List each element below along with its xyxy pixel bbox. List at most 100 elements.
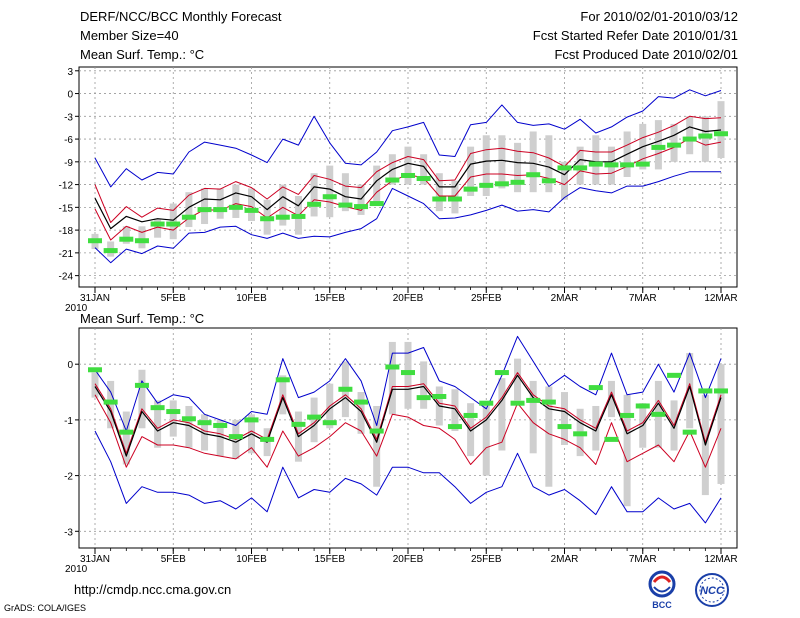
observed-marker [667,142,682,148]
ensemble-box [420,361,428,409]
ensemble-box [607,380,615,418]
observed-marker [150,221,165,227]
x-tick-label: 7MAR [629,554,657,565]
observed-marker [119,236,134,242]
ensemble-box [201,188,209,225]
observed-marker [541,399,556,405]
observed-marker [338,386,353,392]
series-min-line [94,430,722,524]
x-tick-label: 10FEB [236,293,267,304]
ensemble-box [91,372,99,398]
ensemble-box [420,154,428,185]
observed-marker [714,388,728,394]
observed-marker [635,403,650,409]
ensemble-box [201,414,209,451]
observed-marker [416,395,431,401]
ensemble-box [169,203,177,240]
series-mean-line [94,374,722,457]
series-max-line [94,335,722,432]
ensemble-box [529,380,537,454]
ensemble-box [451,389,459,432]
observed-marker [134,382,149,388]
observed-marker [228,434,243,440]
observed-marker [244,417,259,423]
observed-marker [260,216,275,222]
ensemble-box [310,173,318,217]
ensemble-box [357,392,365,434]
chart-title: DERF/NCC/BCC Monthly Forecast [80,9,282,24]
observed-marker [338,202,353,208]
y-tick-label: -15 [59,203,74,214]
grads-credit: GrADS: COLA/IGES [4,603,87,613]
forecast-produced-date: Fcst Produced Date 2010/02/01 [554,47,738,62]
observed-marker [369,428,384,434]
x-year-label: 2010 [65,303,88,314]
ensemble-box [388,341,396,415]
ensemble-box [514,358,522,401]
x-tick-label: 15FEB [314,554,345,565]
observed-marker [197,420,212,426]
observed-marker [588,385,603,391]
x-tick-label: 10FEB [236,554,267,565]
ncc-logo-text: NCC [700,585,725,597]
x-tick-label: 31JAN [80,554,110,565]
ensemble-box [169,400,177,437]
observed-marker [88,238,102,244]
x-tick-label: 20FEB [393,293,424,304]
observed-marker [197,207,212,213]
variable-label: Mean Surf. Temp.: °C [80,47,205,62]
observed-marker [604,162,619,168]
observed-marker [620,162,635,168]
y-tick-label: -2 [64,472,73,483]
ensemble-box [232,184,240,218]
y-tick-label: 3 [67,67,73,78]
y-tick-label: -21 [59,249,74,260]
series-mean-line [94,126,722,230]
x-tick-label: 25FEB [471,293,502,304]
panel-title-temperature: Mean Surf. Temp.: °C [80,311,204,326]
observed-marker [354,399,369,405]
x-tick-label: 2MAR [551,554,579,565]
observed-marker [181,214,196,220]
x-tick-label: 12MAR [704,554,737,565]
ensemble-box [185,192,193,228]
observed-marker [541,178,556,184]
ensemble-box [498,135,506,189]
forecast-period: For 2010/02/01-2010/03/12 [580,9,738,24]
ensemble-box [326,165,334,218]
ensemble-box [561,161,568,200]
observed-marker [228,204,243,210]
observed-marker [682,136,697,142]
ensemble-box [717,101,725,159]
source-url[interactable]: http://cmdp.ncc.cma.gov.cn [74,582,232,597]
ensemble-box [404,341,412,409]
ensemble-box [545,386,553,487]
observed-marker [401,370,415,376]
ensemble-box [122,226,130,244]
ensemble-box [482,403,490,476]
ensemble-box [482,135,490,196]
y-tick-label: -9 [64,158,73,169]
x-tick-label: 25FEB [471,554,502,565]
observed-marker [119,429,134,435]
y-tick-label: -1 [64,416,73,427]
observed-marker [385,364,400,370]
observed-marker [432,196,447,202]
ncc-logo: NCC [695,573,729,607]
ensemble-box [404,146,412,185]
observed-marker [479,182,494,188]
bcc-logo-text: BCC [652,600,672,610]
observed-marker [213,207,228,213]
observed-marker [322,194,337,200]
observed-marker [307,414,322,420]
observed-marker [166,409,181,415]
ensemble-box [154,400,162,448]
ensemble-box [122,411,130,465]
ensemble-box [623,394,631,507]
ensemble-box [373,165,381,202]
y-tick-label: -3 [64,527,73,538]
ensemble-box [138,369,146,429]
observed-marker [447,424,462,430]
y-tick-label: 0 [67,90,73,101]
ensemble-box [717,364,725,484]
